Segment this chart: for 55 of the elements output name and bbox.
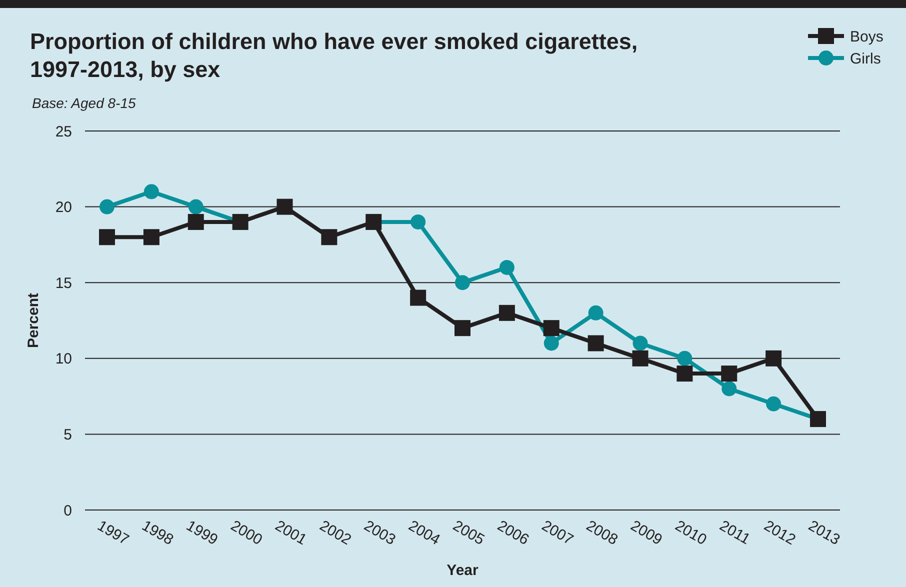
y-tick-label: 15 — [55, 274, 72, 292]
point — [276, 198, 293, 215]
point — [766, 396, 782, 412]
point — [676, 366, 693, 382]
y-tick-label: 20 — [55, 199, 72, 216]
x-tick-label: 2001 — [272, 517, 310, 549]
point — [721, 366, 738, 382]
point — [144, 184, 159, 200]
point — [100, 199, 114, 214]
x-tick-label: 2008 — [583, 517, 621, 549]
point — [632, 336, 648, 351]
x-tick-label: 2013 — [805, 517, 843, 549]
point — [722, 381, 737, 396]
point — [99, 229, 115, 246]
point — [588, 305, 604, 320]
point — [188, 214, 204, 230]
x-tick-label: 2007 — [538, 517, 576, 549]
x-tick-label: 2004 — [405, 517, 443, 549]
point — [498, 304, 515, 321]
x-tick-label: 1999 — [183, 517, 221, 549]
x-tick-label: 2012 — [760, 517, 798, 549]
x-tick-label: 2006 — [494, 517, 532, 549]
x-axis-title: Year — [446, 562, 479, 579]
point — [410, 290, 426, 306]
point — [632, 350, 648, 366]
point — [188, 199, 204, 214]
point — [543, 320, 560, 336]
point — [499, 260, 514, 275]
point — [766, 350, 782, 366]
x-tick-label: 2011 — [716, 517, 753, 548]
y-axis-title: Percent — [25, 292, 42, 348]
y-tick-label: 10 — [55, 350, 72, 368]
x-tick-label: 1997 — [94, 517, 132, 549]
x-tick-label: 2003 — [361, 517, 398, 549]
point — [455, 275, 470, 290]
legend-label: Girls — [850, 50, 881, 68]
y-tick-label: 5 — [64, 426, 72, 444]
y-tick-label: 25 — [55, 123, 72, 140]
point — [321, 229, 338, 246]
y-tick-label: 0 — [64, 502, 72, 520]
point — [677, 350, 692, 366]
x-tick-label: 2010 — [672, 517, 710, 549]
point — [588, 335, 604, 352]
x-tick-label: 2005 — [450, 517, 488, 549]
point — [410, 214, 426, 230]
point — [143, 229, 160, 246]
point — [454, 320, 470, 336]
chart-subtitle: Base: Aged 8-15 — [32, 95, 136, 111]
point — [544, 336, 559, 351]
x-tick-label: 1998 — [138, 517, 176, 549]
x-tick-label: 2009 — [628, 517, 666, 549]
x-tick-label: 2000 — [228, 517, 266, 549]
legend-label: Boys — [850, 28, 884, 46]
chart-title: Proportion of children who have ever smoked cigarettes, 1997-2013, by sex — [30, 29, 638, 82]
x-tick-label: 2002 — [316, 517, 354, 549]
